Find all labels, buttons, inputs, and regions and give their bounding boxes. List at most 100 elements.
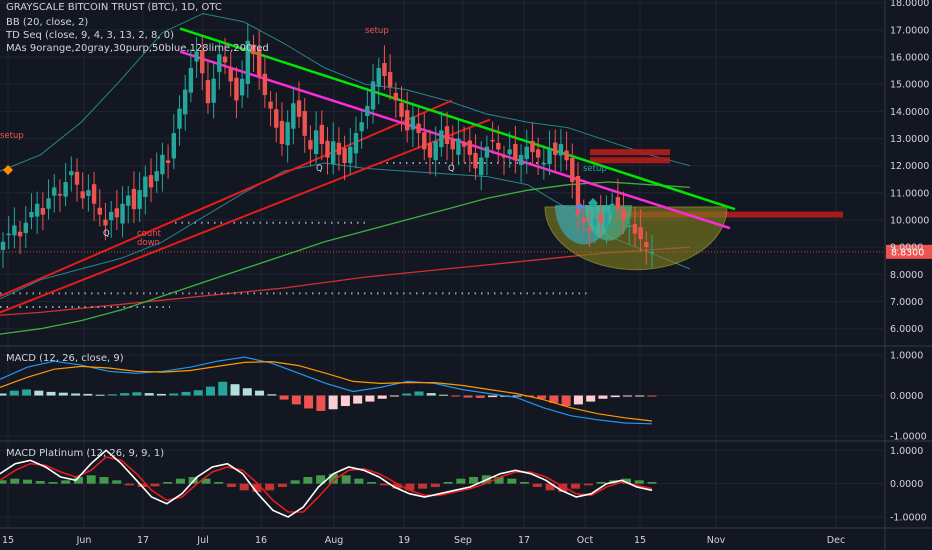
x-tick-label: 15 [2, 535, 14, 546]
platinum-histogram-bar [520, 482, 530, 484]
price-y-tick-label: 11.0000 [890, 188, 929, 199]
price-y-tick-label: 8.0000 [890, 270, 923, 281]
annotation-label: count [137, 229, 162, 239]
price-y-tick-label: 13.0000 [890, 134, 929, 145]
macd-panel[interactable] [0, 356, 657, 425]
diamond-marker [588, 198, 598, 208]
candle-body [251, 44, 256, 55]
candle-body [370, 81, 376, 110]
macd-histogram-bar [132, 392, 142, 396]
platinum-histogram-bar [124, 483, 134, 486]
x-tick-label: 19 [398, 535, 410, 546]
platinum-histogram-bar [277, 483, 287, 487]
platinum-histogram-bar [201, 478, 211, 484]
candle-body [399, 103, 404, 117]
macd-title[interactable]: MACD (12, 26, close, 9) [6, 353, 124, 364]
indicator-td-seq[interactable]: TD Seq (close, 9, 4, 3, 13, 2, 8, 0) [6, 30, 174, 41]
platinum-histogram-bar [532, 483, 542, 487]
candle-body [108, 211, 114, 221]
candle-body [313, 130, 319, 155]
platinum-histogram-bar [252, 483, 262, 492]
candle-body [234, 77, 239, 101]
macd-histogram-bar [635, 395, 645, 397]
candle-body [444, 126, 450, 144]
macd-histogram-bar [475, 395, 485, 398]
macd-histogram-bar [83, 393, 93, 396]
candle-body [256, 48, 262, 77]
macd-histogram-bar [316, 395, 326, 411]
indicator-y-tick-label: 0.0000 [890, 391, 923, 402]
candle-body [342, 148, 347, 163]
platinum-histogram-bar [86, 475, 96, 484]
candle-body [359, 122, 364, 132]
macd-histogram-bar [34, 390, 44, 396]
candle-body [524, 146, 529, 160]
candle-body [222, 56, 228, 63]
candle-body [262, 73, 268, 96]
candle-body [319, 124, 325, 144]
resistance-zone [625, 211, 843, 218]
macd-platinum-panel[interactable] [0, 449, 657, 518]
candle-body [644, 242, 649, 248]
candle-body [268, 101, 273, 109]
candle-body [154, 171, 159, 182]
candle-body [490, 139, 495, 142]
platinum-histogram-bar [214, 482, 224, 484]
candle-body [91, 184, 97, 204]
candle-body [348, 146, 353, 164]
candle-body [484, 146, 490, 158]
platinum-histogram-bar [443, 482, 453, 484]
candle-body [376, 67, 381, 87]
macd-histogram-bar [58, 392, 68, 396]
candle-body [143, 176, 148, 197]
macd-histogram-bar [463, 395, 473, 398]
candle-body [194, 51, 199, 62]
indicator-mas[interactable]: MAs 9orange,20gray,30purp,50blue,128lime… [6, 43, 269, 54]
annotation-label: Q [448, 164, 455, 174]
candle-body [74, 171, 80, 185]
x-tick-label: Sep [454, 535, 472, 546]
candle-body [467, 140, 473, 155]
candle-body [598, 213, 603, 223]
macd-histogram-bar [230, 384, 240, 396]
platinum-histogram-bar [456, 478, 466, 484]
platinum-histogram-bar [430, 483, 440, 487]
platinum-histogram-bar [583, 483, 593, 486]
candle-body [137, 190, 142, 209]
candle-body [131, 188, 137, 210]
candle-body [450, 139, 455, 150]
candle-body [200, 50, 205, 74]
platinum-histogram-bar [163, 482, 173, 484]
candle-body [575, 175, 581, 215]
macd-histogram-bar [340, 395, 350, 407]
candle-body [518, 154, 524, 165]
candle-body [393, 92, 399, 101]
macd-histogram-bar [414, 391, 424, 396]
macd-histogram-bar [365, 395, 375, 402]
candle-body [160, 154, 165, 175]
candle-body [69, 171, 74, 176]
candle-body [188, 67, 194, 93]
candle-body [609, 203, 615, 214]
price-y-tick-label: 9.0000 [890, 243, 923, 254]
macd-histogram-bar [205, 386, 215, 396]
platinum-histogram-bar [112, 480, 122, 484]
candle-body [0, 241, 6, 250]
indicator-bb[interactable]: BB (20, close, 2) [6, 17, 89, 28]
platinum-histogram-bar [341, 475, 351, 484]
candle-body [205, 80, 211, 104]
platinum-histogram-bar [290, 480, 300, 484]
x-tick-label: Dec [827, 535, 845, 546]
platinum-histogram-bar [379, 483, 389, 486]
platinum-histogram-bar [0, 480, 7, 484]
candle-body [171, 133, 176, 159]
candle-body [285, 122, 290, 146]
platinum-histogram-bar [494, 477, 504, 484]
macd-histogram-bar [402, 393, 412, 396]
candle-body [479, 157, 484, 176]
macd-histogram-bar [598, 395, 608, 399]
macd-platinum-title[interactable]: MACD Platinum (12, 26, 9, 9, 1) [6, 448, 165, 459]
